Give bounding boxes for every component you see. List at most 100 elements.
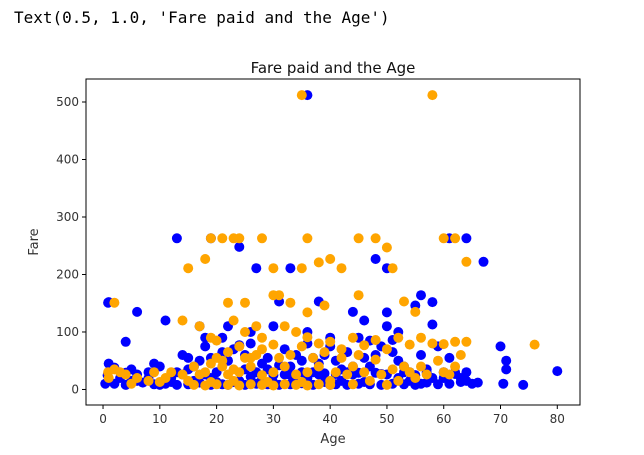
scatter-point xyxy=(399,296,409,307)
scatter-point xyxy=(228,315,239,326)
scatter-point xyxy=(347,306,358,317)
scatter-point xyxy=(370,233,381,244)
scatter-point xyxy=(461,256,472,267)
scatter-point xyxy=(427,319,438,330)
scatter-point xyxy=(353,350,364,360)
scatter-point xyxy=(336,344,347,355)
scatter-point xyxy=(319,347,330,358)
scatter-point xyxy=(205,358,216,369)
scatter-point xyxy=(342,369,353,380)
scatter-point xyxy=(302,233,313,244)
x-tick-label: 50 xyxy=(379,412,394,426)
y-tick-label: 200 xyxy=(56,267,79,281)
scatter-point xyxy=(285,263,296,274)
scatter-point xyxy=(410,306,421,317)
scatter-point xyxy=(177,315,188,326)
scatter-point xyxy=(381,242,392,253)
scatter-point xyxy=(274,352,285,363)
scatter-point xyxy=(330,367,341,378)
scatter-point xyxy=(353,233,364,244)
scatter-point xyxy=(472,377,483,388)
scatter-point xyxy=(336,375,347,386)
scatter-point xyxy=(461,367,472,378)
scatter-point xyxy=(381,344,392,355)
x-axis-label: Age xyxy=(320,432,345,447)
scatter-point xyxy=(498,378,509,389)
scatter-point xyxy=(455,350,466,360)
scatter-point xyxy=(387,364,398,375)
scatter-point xyxy=(268,263,279,274)
scatter-point xyxy=(501,355,512,366)
scatter-point xyxy=(325,379,336,390)
scatter-point xyxy=(223,297,233,308)
scatter-point xyxy=(444,352,455,363)
scatter-point xyxy=(353,290,364,301)
scatter-point xyxy=(376,369,387,380)
scatter-point xyxy=(336,263,347,274)
scatter-point xyxy=(325,254,336,264)
x-tick-label: 30 xyxy=(266,412,281,426)
scatter-point xyxy=(200,341,211,352)
cell-output-text: Text(0.5, 1.0, 'Fare paid and the Age') xyxy=(14,8,390,27)
scatter-point xyxy=(518,379,529,390)
scatter-point xyxy=(461,336,472,347)
scatter-point xyxy=(347,379,358,390)
scatter-point xyxy=(200,380,211,391)
scatter-point xyxy=(455,377,466,387)
scatter-point xyxy=(285,350,296,360)
scatter-point xyxy=(234,380,245,391)
y-tick-label: 500 xyxy=(56,95,79,109)
scatter-point xyxy=(308,352,319,363)
points-layer xyxy=(100,90,563,391)
scatter-point xyxy=(268,321,279,332)
scatter-point xyxy=(319,368,330,379)
scatter-point xyxy=(149,358,160,369)
scatter-point xyxy=(223,379,233,390)
scatter-point xyxy=(245,379,256,390)
scatter-point xyxy=(427,338,438,349)
scatter-point xyxy=(296,355,307,366)
scatter-point xyxy=(194,321,205,332)
scatter-point xyxy=(274,290,285,301)
scatter-point xyxy=(183,352,194,363)
plot-frame xyxy=(85,78,581,406)
x-tick-label: 80 xyxy=(550,412,565,426)
scatter-point xyxy=(302,380,313,391)
scatter-point xyxy=(302,332,313,343)
scatter-point xyxy=(132,373,143,383)
scatter-point xyxy=(302,367,313,378)
scatter-point xyxy=(313,257,324,268)
scatter-point xyxy=(393,332,404,343)
scatter-point xyxy=(268,367,279,378)
scatter-point xyxy=(217,355,228,366)
scatter-point xyxy=(279,361,290,372)
scatter-point xyxy=(291,369,302,380)
scatter-point xyxy=(109,297,120,308)
y-tick-label: 100 xyxy=(56,325,79,339)
scatter-point xyxy=(381,307,392,318)
scatter-point xyxy=(188,361,199,372)
y-tick-label: 300 xyxy=(56,210,79,224)
x-tick-label: 40 xyxy=(323,412,338,426)
scatter-point xyxy=(171,233,182,244)
scatter-point xyxy=(166,367,177,378)
x-tick-label: 10 xyxy=(152,412,167,426)
scatter-point xyxy=(205,233,216,244)
scatter-point xyxy=(370,335,381,345)
scatter-point xyxy=(296,263,307,274)
scatter-point xyxy=(234,341,245,352)
scatter-point xyxy=(529,339,540,350)
scatter-point xyxy=(370,354,381,365)
scatter-point xyxy=(416,361,426,372)
scatter-point xyxy=(257,344,267,355)
scatter-point xyxy=(404,339,415,350)
scatter-point xyxy=(257,233,267,244)
scatter-point xyxy=(223,347,233,358)
scatter-point xyxy=(461,233,472,244)
scatter-point xyxy=(359,340,370,351)
scatter-point xyxy=(313,361,324,372)
scatter-point xyxy=(132,306,143,317)
scatter-point xyxy=(120,369,131,380)
x-tick-label: 60 xyxy=(436,412,451,426)
scatter-point xyxy=(103,373,114,383)
